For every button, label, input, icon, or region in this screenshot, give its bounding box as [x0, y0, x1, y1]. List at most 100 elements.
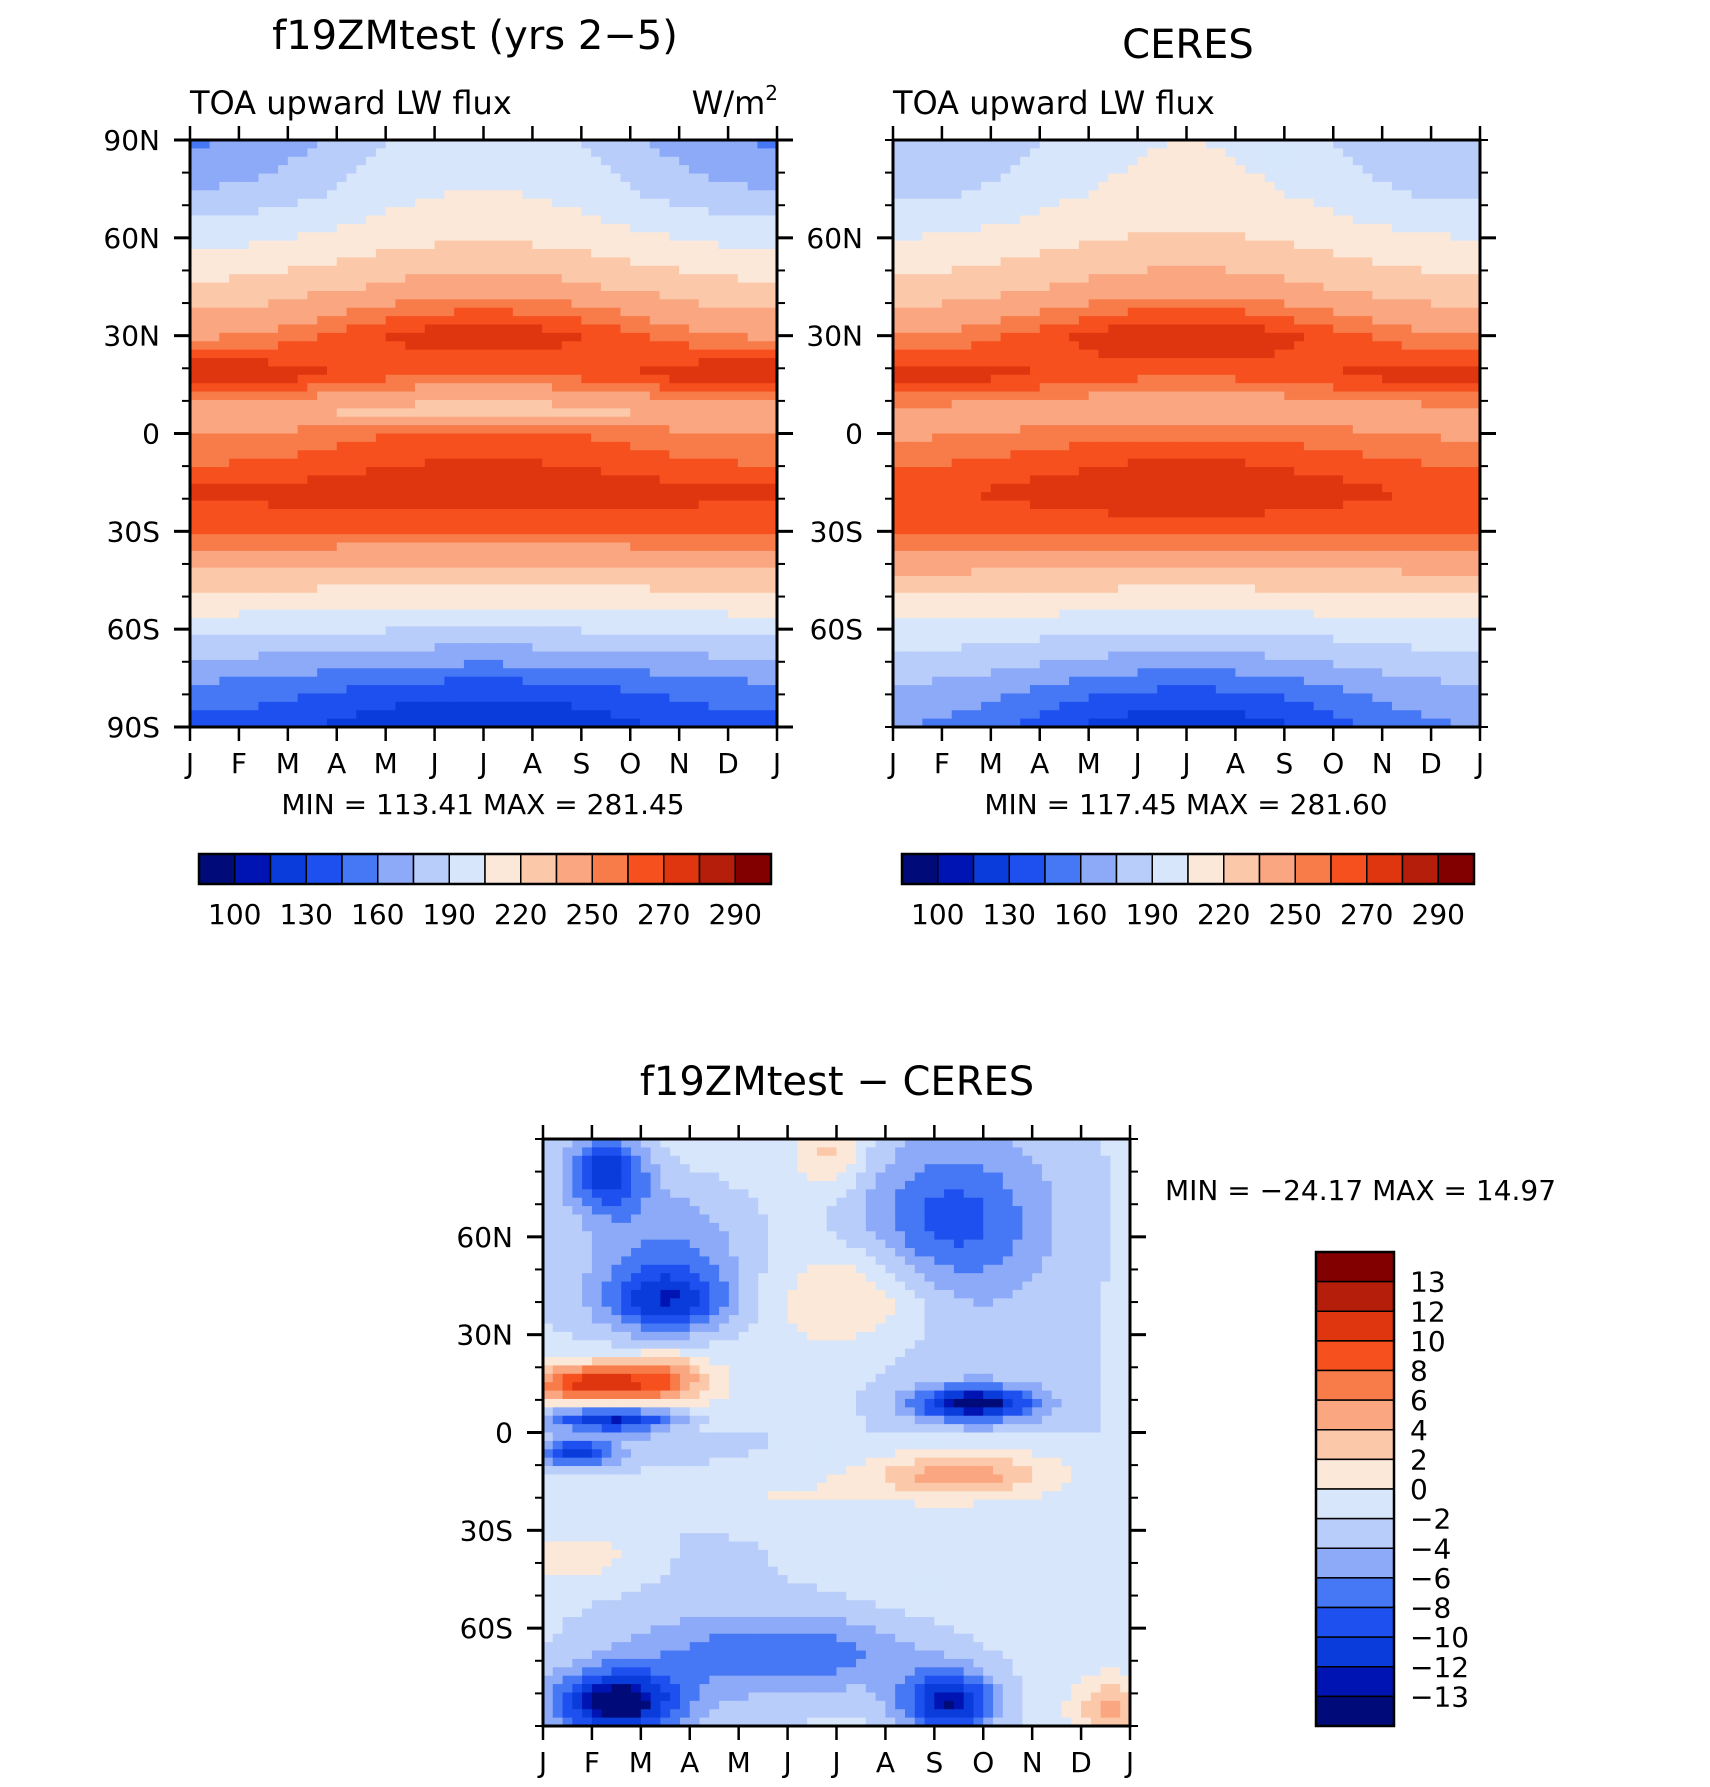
panel1-title: f19ZMtest (yrs 2−5)	[272, 13, 678, 59]
panel1-cell	[767, 349, 777, 359]
panel1-cell	[209, 693, 220, 703]
panel1-cell	[395, 685, 406, 695]
panel1-cell	[336, 467, 348, 477]
panel2-cell	[971, 433, 982, 443]
panel1-cell	[238, 374, 250, 384]
panel1-cell	[542, 534, 553, 544]
panel2-cell	[893, 274, 904, 284]
panel1-cell	[385, 198, 397, 208]
panel1-cell	[454, 450, 465, 460]
panel1-cell	[405, 173, 416, 183]
panel1-cell	[669, 148, 680, 158]
panel1-cell	[551, 450, 563, 460]
panel1-cell	[287, 240, 299, 250]
panel1-cell	[649, 299, 661, 309]
panel1-cell	[669, 676, 680, 686]
panel2-cell	[961, 508, 972, 518]
panel1-cell	[679, 282, 690, 292]
panel1-cell	[532, 416, 543, 426]
panel1-cell	[581, 156, 592, 166]
panel1-cell	[366, 718, 377, 727]
panel1-cell	[229, 475, 240, 485]
panel1-cell	[728, 450, 739, 460]
panel1-cell	[405, 240, 416, 250]
panel1-cell	[620, 290, 631, 300]
panel2-cell	[932, 617, 943, 627]
panel1-cell	[229, 567, 240, 577]
panel1-cell	[395, 257, 406, 267]
panel1-cell	[610, 223, 622, 233]
panel1-cell	[248, 148, 260, 158]
panel1-cell	[698, 542, 710, 552]
panel1-cell	[415, 215, 426, 225]
panel1-cell	[708, 651, 719, 661]
panel1-cell	[444, 634, 455, 644]
panel1-cell	[630, 718, 641, 727]
panel1-cell	[522, 601, 534, 611]
panel1-cell	[551, 483, 563, 493]
panel1-cell	[708, 550, 719, 560]
panel1-cell	[503, 525, 514, 535]
panel1-cell	[229, 324, 240, 334]
panel2-cell	[922, 475, 933, 485]
panel2-cell	[902, 492, 914, 502]
panel1-cell	[415, 307, 426, 317]
panel1-cell	[454, 257, 465, 267]
panel1-cell	[346, 609, 357, 619]
panel1-cell	[366, 668, 377, 678]
panel1-cell	[190, 374, 201, 384]
panel2-cell	[951, 332, 963, 342]
panel1-cell	[640, 349, 651, 359]
panel1-cell	[307, 500, 318, 510]
panel1-cell	[610, 701, 622, 711]
panel1-cell	[620, 534, 631, 544]
panel1-cell	[229, 425, 240, 435]
panel1-cell	[287, 718, 299, 727]
panel1-cell	[610, 391, 622, 401]
panel1-cell	[366, 441, 377, 451]
panel2-cell	[912, 282, 923, 292]
panel1-cell	[278, 374, 289, 384]
panel1-cell	[747, 500, 759, 510]
panel2-cell	[981, 324, 992, 334]
panel1-cell	[317, 542, 328, 552]
panel1-cell	[463, 223, 475, 233]
panel2-cell	[893, 249, 904, 258]
panel1-cell	[336, 441, 348, 451]
panel1-cell	[493, 190, 504, 200]
panel1-cell	[708, 542, 719, 552]
panel1-colorbar-swatch	[234, 853, 272, 885]
panel1-cell	[679, 559, 690, 569]
panel1-cell	[571, 399, 582, 409]
panel1-cell	[375, 383, 387, 393]
panel1-cell	[581, 198, 592, 208]
panel1-cell	[767, 383, 777, 393]
panel1-cell	[415, 383, 426, 393]
panel1-cell	[209, 467, 220, 477]
panel1-cell	[268, 592, 279, 602]
panel1-cell	[767, 316, 777, 326]
panel1-cell	[375, 508, 387, 518]
panel1-cell	[473, 374, 485, 384]
panel1-cell	[522, 617, 534, 627]
panel1-cell	[199, 140, 211, 149]
panel1-cell	[307, 223, 318, 233]
panel1-cell	[708, 299, 719, 309]
panel1-cell	[336, 399, 348, 409]
panel1-cell	[728, 634, 739, 644]
panel1-cell	[336, 207, 348, 217]
panel1-cell	[767, 391, 777, 401]
panel1-ytick-label: 90N	[103, 124, 160, 157]
panel1-cell	[238, 425, 250, 435]
panel1-cell	[767, 190, 777, 200]
panel1-cell	[395, 416, 406, 426]
panel1-cell	[767, 609, 777, 619]
panel1-cell	[405, 659, 416, 669]
panel1-cell	[737, 232, 749, 242]
panel1-cell	[669, 265, 680, 275]
panel1-cell	[473, 508, 485, 518]
panel1-cell	[395, 408, 406, 418]
panel1-cell	[463, 458, 475, 468]
panel1-cell	[581, 416, 592, 426]
panel1-cell	[659, 500, 670, 510]
